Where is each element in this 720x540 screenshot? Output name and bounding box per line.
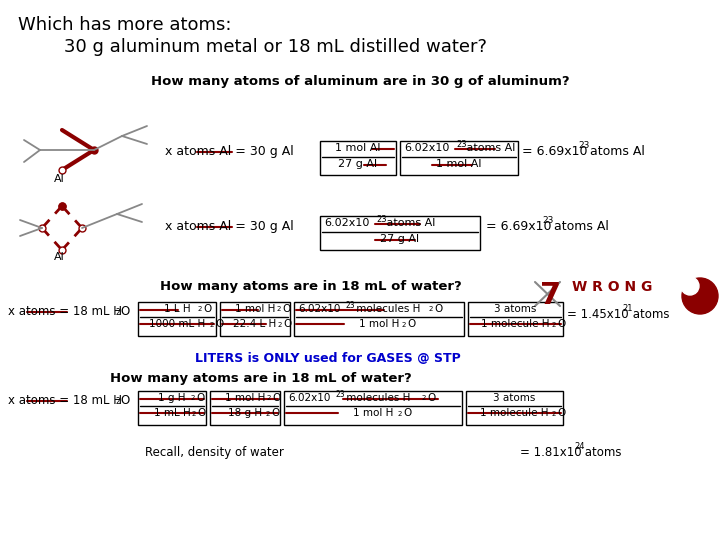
- Text: Recall, density of water: Recall, density of water: [145, 446, 284, 459]
- Text: 3 atoms: 3 atoms: [492, 393, 535, 403]
- Text: 23: 23: [456, 140, 467, 149]
- Text: O: O: [407, 319, 415, 329]
- Text: 2: 2: [278, 322, 282, 328]
- Text: x atoms Al = 30 g Al: x atoms Al = 30 g Al: [165, 145, 294, 158]
- Text: 23: 23: [578, 141, 590, 150]
- Text: 23: 23: [346, 301, 356, 310]
- Text: 27 g Al: 27 g Al: [380, 234, 420, 244]
- Text: 30 g aluminum metal or 18 mL distilled water?: 30 g aluminum metal or 18 mL distilled w…: [18, 38, 487, 56]
- Text: O: O: [272, 393, 280, 403]
- Text: = 1.45x10: = 1.45x10: [567, 308, 629, 321]
- Text: LITERS is ONLY used for GASES @ STP: LITERS is ONLY used for GASES @ STP: [195, 352, 461, 365]
- Text: 1 L H: 1 L H: [163, 304, 190, 314]
- Circle shape: [682, 278, 718, 314]
- Text: 6.02x10: 6.02x10: [404, 143, 449, 153]
- Text: O: O: [120, 394, 130, 407]
- Text: Al: Al: [54, 252, 65, 262]
- Text: 1 mol H: 1 mol H: [235, 304, 275, 314]
- Text: 7: 7: [540, 281, 561, 310]
- Text: O: O: [271, 408, 279, 418]
- Text: O: O: [427, 393, 436, 403]
- Text: 2: 2: [398, 411, 402, 417]
- Text: O: O: [197, 408, 205, 418]
- Text: 2: 2: [210, 322, 215, 328]
- Text: atoms Al: atoms Al: [383, 218, 436, 228]
- Text: 2: 2: [552, 322, 557, 328]
- Text: atoms: atoms: [581, 446, 621, 459]
- Text: How many atoms of aluminum are in 30 g of aluminum?: How many atoms of aluminum are in 30 g o…: [150, 75, 570, 88]
- Text: 2: 2: [115, 397, 120, 406]
- Text: 1000 mL H: 1000 mL H: [149, 319, 205, 329]
- Text: atoms Al: atoms Al: [550, 220, 609, 233]
- Text: O: O: [215, 319, 223, 329]
- Text: 2: 2: [192, 411, 197, 417]
- Text: 6.02x10: 6.02x10: [298, 304, 341, 314]
- Text: O: O: [434, 304, 442, 314]
- Text: O: O: [403, 408, 411, 418]
- Text: = 1.81x10: = 1.81x10: [520, 446, 582, 459]
- Text: 6.02x10: 6.02x10: [324, 218, 369, 228]
- Text: 1 mol H: 1 mol H: [359, 319, 399, 329]
- Text: = 6.69x10: = 6.69x10: [486, 220, 552, 233]
- Text: O: O: [283, 319, 292, 329]
- Text: 23: 23: [542, 216, 554, 225]
- Text: 2: 2: [422, 395, 426, 401]
- Text: How many atoms are in 18 mL of water?: How many atoms are in 18 mL of water?: [110, 372, 412, 385]
- Text: 1 mol Al: 1 mol Al: [336, 143, 381, 153]
- Text: molecules H: molecules H: [353, 304, 420, 314]
- Text: 1 mol Al: 1 mol Al: [436, 159, 482, 169]
- Text: O: O: [557, 319, 565, 329]
- Text: atoms Al: atoms Al: [463, 143, 516, 153]
- Text: 2: 2: [429, 306, 433, 312]
- Text: 1 mL H: 1 mL H: [153, 408, 190, 418]
- Text: x atoms = 18 mL H: x atoms = 18 mL H: [8, 305, 122, 318]
- Text: atoms Al: atoms Al: [586, 145, 645, 158]
- Text: 3 atoms: 3 atoms: [494, 304, 536, 314]
- Text: 2: 2: [277, 306, 282, 312]
- Text: O: O: [203, 304, 211, 314]
- Text: 1 molecule H: 1 molecule H: [481, 319, 549, 329]
- Text: 2: 2: [115, 308, 120, 317]
- Text: 1 g H: 1 g H: [158, 393, 186, 403]
- Text: 1 mol H: 1 mol H: [353, 408, 393, 418]
- Text: O: O: [120, 305, 130, 318]
- Text: x atoms Al = 30 g Al: x atoms Al = 30 g Al: [165, 220, 294, 233]
- Text: 18 g H: 18 g H: [228, 408, 262, 418]
- Text: 2: 2: [402, 322, 406, 328]
- Text: 1 molecule H: 1 molecule H: [480, 408, 548, 418]
- Text: 2: 2: [191, 395, 195, 401]
- Circle shape: [681, 277, 699, 295]
- Text: 23: 23: [376, 215, 387, 224]
- Text: 2: 2: [198, 306, 202, 312]
- Text: 2: 2: [267, 395, 271, 401]
- Text: x atoms = 18 mL H: x atoms = 18 mL H: [8, 394, 122, 407]
- Text: O: O: [557, 408, 565, 418]
- Text: W R O N G: W R O N G: [572, 280, 652, 294]
- Text: Which has more atoms:: Which has more atoms:: [18, 16, 232, 34]
- Text: 2: 2: [266, 411, 271, 417]
- Text: 27 g Al: 27 g Al: [338, 159, 377, 169]
- Text: Al: Al: [54, 174, 65, 184]
- Text: 22.4 L H: 22.4 L H: [233, 319, 276, 329]
- Text: How many atoms are in 18 mL of water?: How many atoms are in 18 mL of water?: [160, 280, 462, 293]
- Text: 24: 24: [574, 442, 585, 451]
- Text: atoms: atoms: [629, 308, 670, 321]
- Text: 1 mol H: 1 mol H: [225, 393, 265, 403]
- Text: 2: 2: [552, 411, 557, 417]
- Text: 23: 23: [336, 390, 346, 399]
- Text: O: O: [282, 304, 290, 314]
- Text: O: O: [196, 393, 204, 403]
- Text: 6.02x10: 6.02x10: [288, 393, 330, 403]
- Text: molecules H: molecules H: [343, 393, 410, 403]
- Text: 21: 21: [622, 304, 632, 313]
- Text: = 6.69x10: = 6.69x10: [522, 145, 588, 158]
